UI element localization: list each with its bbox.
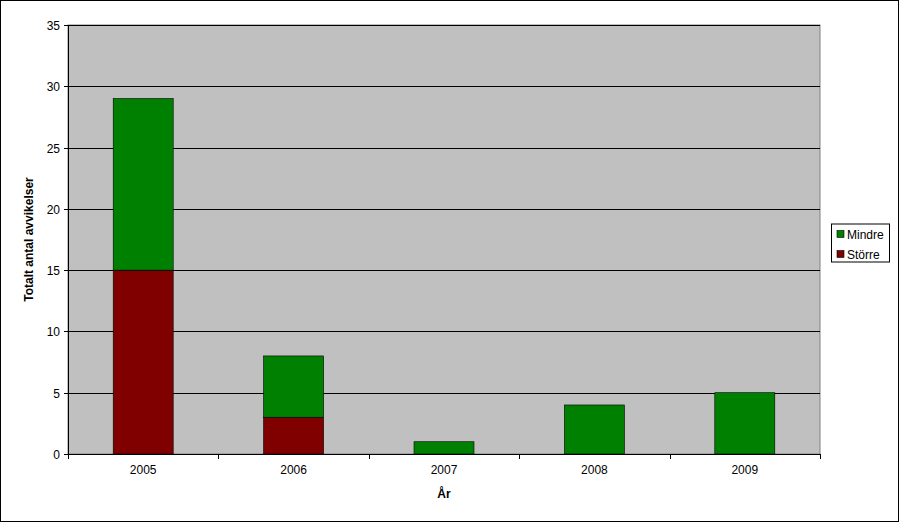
x-tick <box>670 454 671 459</box>
y-tick <box>64 393 68 394</box>
y-axis-title: Totalt antal avvikelser <box>22 177 36 302</box>
y-tick-label: 0 <box>53 448 60 462</box>
y-tick-label: 30 <box>47 80 61 94</box>
legend-label: Större <box>847 248 880 262</box>
y-tick <box>64 270 68 271</box>
x-tick-label: 2008 <box>581 463 608 477</box>
bar-segment <box>264 417 324 454</box>
x-tick <box>218 454 219 459</box>
x-tick <box>68 454 69 459</box>
legend-box <box>832 224 890 262</box>
bars <box>113 99 775 454</box>
x-tick <box>369 454 370 459</box>
y-axis <box>68 25 69 454</box>
legend-swatch <box>837 251 844 258</box>
y-tick <box>64 209 68 210</box>
bar-segment <box>113 270 173 454</box>
y-tick <box>64 86 68 87</box>
grid-line <box>68 86 820 87</box>
x-axis <box>68 454 820 455</box>
grid-line <box>68 148 820 149</box>
chart-root: 0 5 10 15 20 25 30 35 2005 2006 2007 2008 2009 År Tota… <box>0 0 899 522</box>
x-tick-label: 2005 <box>130 463 157 477</box>
chart-svg: 0 5 10 15 20 25 30 35 2005 2006 2007 2008 2009 År Tota… <box>0 0 899 522</box>
grid-line <box>68 331 820 332</box>
y-tick-label: 15 <box>47 264 61 278</box>
y-tick-label: 5 <box>53 387 60 401</box>
grid-line <box>68 393 820 394</box>
y-tick <box>64 331 68 332</box>
grid-line <box>68 454 820 455</box>
x-tick-label: 2007 <box>431 463 458 477</box>
y-tick-label: 10 <box>47 325 61 339</box>
x-tick <box>820 454 821 459</box>
y-tick-label: 20 <box>47 203 61 217</box>
y-tick <box>64 25 68 26</box>
y-tick-label: 25 <box>47 142 61 156</box>
bar-segment <box>113 99 173 271</box>
chart-border <box>1 1 899 522</box>
grid-line <box>68 25 820 26</box>
plot-area <box>68 25 820 454</box>
y-tick-label: 35 <box>47 19 61 33</box>
y-tick <box>64 454 68 455</box>
x-tick-label: 2006 <box>280 463 307 477</box>
x-tick-label: 2009 <box>731 463 758 477</box>
bar-segment <box>264 356 324 417</box>
grid-line <box>68 270 820 271</box>
grid-line <box>68 209 820 210</box>
bar-segment <box>564 405 624 454</box>
x-axis-title: År <box>437 486 451 501</box>
y-tick <box>64 148 68 149</box>
legend-swatch <box>837 231 844 238</box>
legend-label: Mindre <box>847 228 884 242</box>
x-tick <box>519 454 520 459</box>
bar-segment <box>414 442 474 454</box>
bar-segment <box>715 393 775 454</box>
